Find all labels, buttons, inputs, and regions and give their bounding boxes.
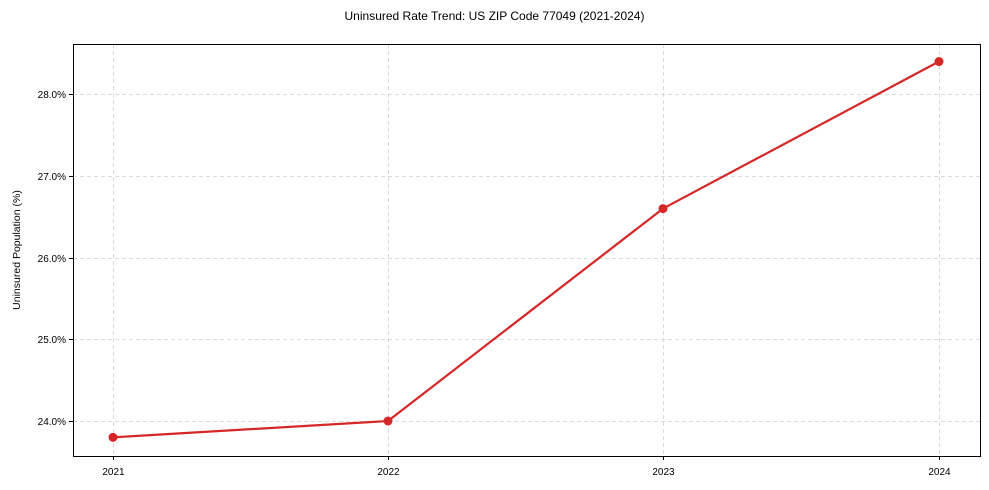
- series-line: [112, 60, 940, 439]
- data-point-marker: [383, 416, 393, 426]
- grid-lines: [73, 44, 980, 456]
- y-tick-label: 24.0%: [38, 417, 66, 428]
- x-tick-label: 2021: [102, 467, 125, 478]
- data-point-marker: [658, 204, 668, 214]
- y-axis-ticks: 24.0% 25.0% 26.0% 27.0% 28.0%: [38, 90, 73, 428]
- y-tick-label: 26.0%: [38, 254, 66, 265]
- y-tick-label: 25.0%: [38, 335, 66, 346]
- x-tick-label: 2024: [928, 467, 951, 478]
- data-point-marker: [934, 57, 944, 67]
- x-axis-ticks: 2021 2022 2023 2024: [102, 456, 951, 478]
- data-series: [108, 57, 944, 442]
- x-tick-label: 2023: [652, 467, 675, 478]
- x-tick-label: 2022: [377, 467, 400, 478]
- y-tick-label: 27.0%: [38, 172, 66, 183]
- chart-title: Uninsured Rate Trend: US ZIP Code 77049 …: [344, 9, 645, 23]
- data-point-marker: [108, 432, 118, 442]
- y-tick-label: 28.0%: [38, 90, 66, 101]
- axes-frame: [73, 44, 981, 457]
